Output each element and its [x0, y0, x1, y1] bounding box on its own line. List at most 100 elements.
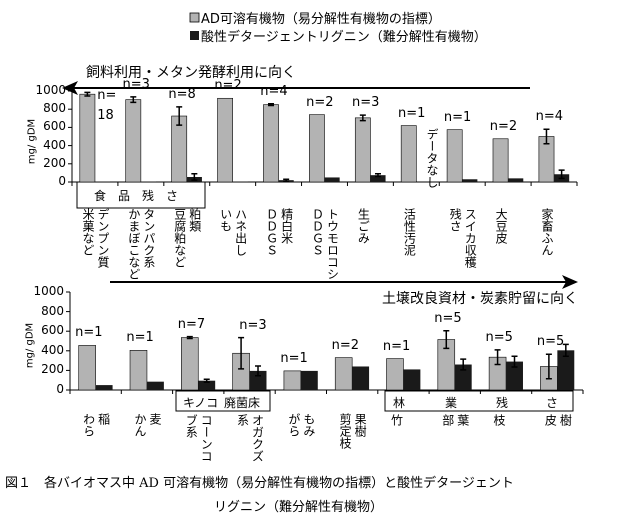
category-label: 活性汚泥 [402, 208, 417, 256]
n-label: n=3 [352, 95, 380, 111]
category-label: スイカ収穫 残さ [448, 208, 478, 268]
y-tick-label: 400 [43, 137, 66, 152]
adl-bar [462, 179, 478, 182]
ad-bar [217, 97, 233, 183]
category-label: デンプン質 米菓など [80, 208, 110, 268]
arrow-text-top: 飼料利用・メタン発酵利用に向く [86, 65, 296, 81]
error-bar [374, 173, 381, 178]
no-data-note: データなし [425, 128, 439, 188]
ad-bar [400, 125, 417, 183]
group-box-forestry-label3: 残 [496, 396, 509, 410]
category-label: トウモロコシ ＤＤＧＳ [310, 208, 340, 280]
y-tick-label: 600 [41, 323, 64, 338]
ad-bar [181, 337, 199, 391]
y-tick-label: 0 [58, 174, 66, 188]
y-axis-label: mg/ gDM [26, 118, 38, 165]
group-box-mushroom-label2: 廃菌床 [224, 396, 261, 410]
error-bar [558, 169, 565, 180]
category-label: 麦 かん [132, 413, 162, 437]
ad-bar [125, 99, 142, 183]
group-box-forestry [384, 390, 574, 412]
error-bar [130, 96, 137, 104]
group-box-mushroom-label1: キノコ [183, 396, 219, 410]
adl-bar [249, 370, 267, 390]
n-label: n=5 [536, 334, 565, 350]
error-bar [443, 329, 450, 350]
error-bar [511, 355, 518, 368]
ad-bar [309, 114, 325, 183]
n-label: n=1 [382, 338, 411, 354]
error-bar [359, 114, 366, 122]
n-label: n=2 [331, 337, 360, 353]
y-axis-label: mg/ gDM [24, 322, 36, 369]
adl-bar [454, 364, 472, 390]
category-label: 大豆皮 [494, 208, 509, 244]
error-bar [176, 106, 183, 126]
error-bar [203, 378, 210, 383]
n-label: n=8 [168, 86, 196, 102]
caption-line1: 図１ 各バイオマス中 AD 可溶有機物（易分解性有機物の指標）と酸性デタージェン… [5, 476, 514, 491]
n-label: n=1 [75, 325, 103, 341]
adl-bar [508, 178, 524, 182]
ad-bar [386, 358, 404, 391]
ad-bar [78, 345, 96, 391]
error-bar [186, 335, 193, 340]
y-tick-label: 1000 [33, 284, 64, 298]
adl-bar [146, 381, 164, 390]
category-label: 稲 わら [81, 413, 111, 437]
category-label: 枝 [492, 414, 507, 426]
ad-bar [446, 129, 463, 183]
y-tick-label: 0 [56, 382, 64, 396]
arrow-left-head [62, 81, 78, 95]
ad-bar [263, 104, 279, 183]
arrow-right-head [562, 275, 578, 289]
error-bar [545, 353, 552, 380]
n-label: n=3 [122, 76, 150, 92]
n-label: n=5 [434, 310, 462, 326]
n-label: n=2 [214, 78, 242, 94]
n-label: n=1 [280, 350, 308, 366]
n-label: n=4 [260, 83, 288, 99]
n-label: n= 18 [97, 88, 117, 124]
adl-bar [403, 369, 421, 390]
adl-bar [198, 380, 216, 390]
ad-bar [171, 115, 188, 183]
group-box-food-label: 食 品 残 さ [94, 189, 179, 203]
error-bar [238, 336, 245, 370]
ad-bar [283, 370, 302, 391]
n-label: n=7 [177, 316, 206, 332]
category-label: もみ がら [286, 413, 316, 437]
arrow-text-bottom: 土壌改良資材・炭素貯留に向く [382, 291, 578, 307]
ad-bar [354, 117, 371, 183]
error-bar [84, 91, 91, 97]
y-tick-label: 600 [43, 119, 66, 134]
y-tick-label: 200 [43, 155, 66, 170]
error-bar [543, 128, 550, 145]
legend-label-adl: 酸性デタージェントリグニン（難分解性有機物） [201, 30, 487, 45]
error-bar [283, 178, 290, 182]
y-tick-label: 800 [43, 101, 66, 116]
group-box-forestry-label1: 林 [393, 396, 406, 410]
adl-bar [506, 361, 523, 390]
adl-bar [370, 175, 386, 182]
adl-bar [352, 366, 370, 390]
legend-swatch-ad [189, 12, 200, 23]
ad-bar [129, 350, 148, 391]
category-label: 家畜ふん [540, 208, 555, 256]
category-label: ハネ出し いも [218, 208, 248, 256]
error-bar [255, 365, 262, 377]
category-label: 生ごみ [356, 208, 371, 244]
error-bar [494, 349, 501, 366]
adl-bar [300, 370, 318, 390]
error-bar [460, 358, 467, 371]
category-label: コーンコ ブ系 [184, 414, 214, 462]
n-label: n=3 [239, 317, 267, 333]
adl-bar [557, 350, 575, 390]
group-box-forestry-label4: さ [546, 396, 559, 410]
group-box-forestry-label2: 業 [445, 396, 458, 410]
n-label: n=1 [443, 109, 472, 125]
ad-bar [79, 93, 96, 183]
y-tick-label: 400 [41, 342, 64, 357]
